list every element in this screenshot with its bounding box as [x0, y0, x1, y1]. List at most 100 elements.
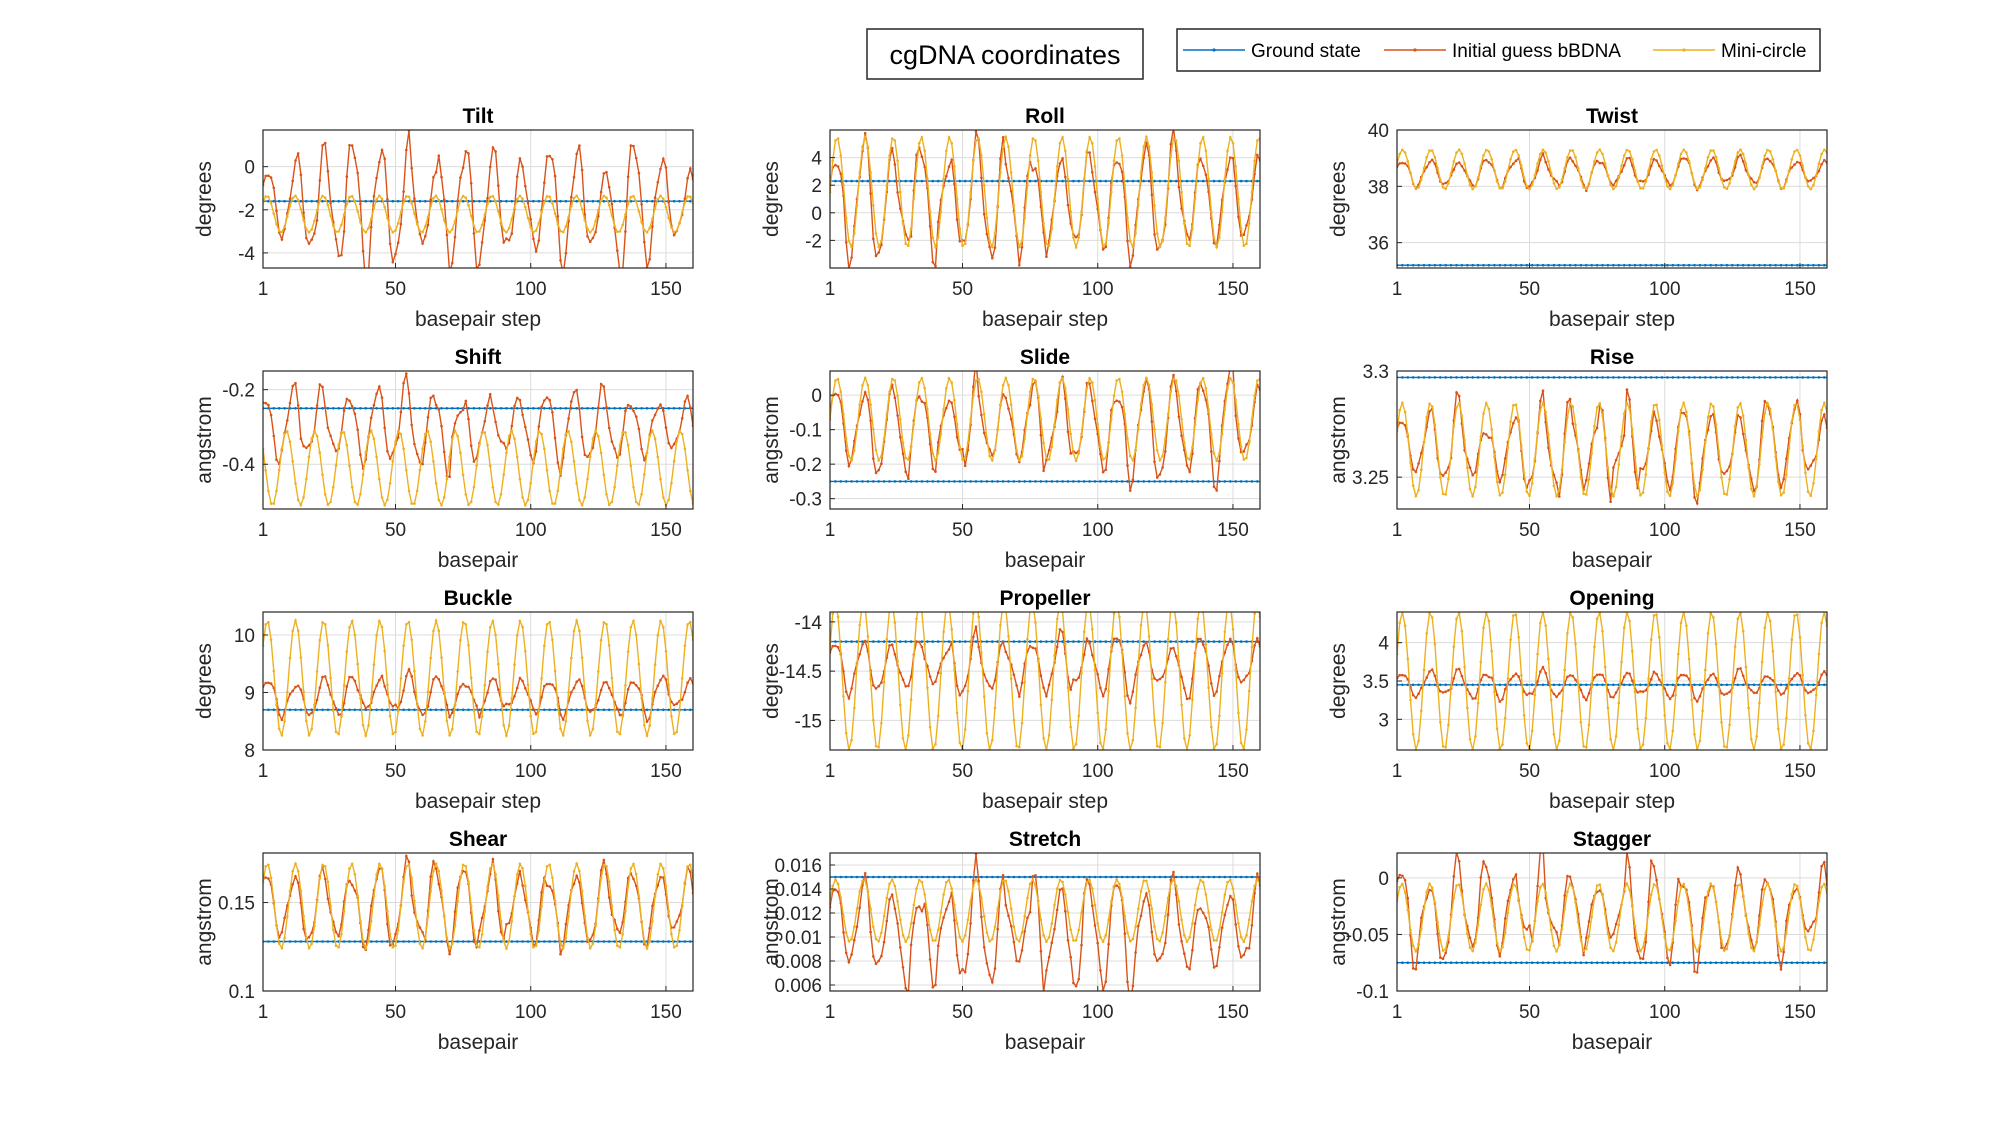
data-point [1245, 674, 1248, 678]
data-point [907, 244, 910, 247]
data-point [931, 875, 935, 879]
data-point [1126, 875, 1129, 879]
data-point [1018, 745, 1021, 749]
data-point [942, 177, 945, 181]
data-point [1093, 480, 1097, 483]
data-point [855, 875, 859, 879]
data-point [353, 407, 357, 410]
data-point [1658, 435, 1661, 438]
data-point [1741, 414, 1745, 418]
data-point [361, 724, 365, 727]
data-point [399, 410, 403, 414]
data-point [1536, 652, 1539, 656]
data-point [1150, 171, 1154, 174]
data-point [923, 387, 926, 390]
data-point [1476, 263, 1480, 267]
data-point [556, 215, 560, 218]
data-point [1522, 471, 1526, 475]
data-point [1628, 376, 1631, 379]
data-point [904, 470, 907, 474]
data-point [1677, 877, 1680, 881]
data-point [1196, 480, 1200, 483]
data-point [507, 703, 511, 706]
data-point [526, 407, 530, 410]
data-point [890, 146, 894, 150]
data-point [1555, 187, 1558, 191]
data-point [1455, 151, 1458, 154]
data-point [1099, 969, 1102, 972]
data-point [451, 727, 454, 731]
data-point [1666, 490, 1669, 494]
data-point [1714, 423, 1718, 426]
data-point [1530, 183, 1534, 187]
data-point [429, 204, 433, 208]
data-point [329, 500, 332, 504]
data-point [310, 942, 314, 946]
data-point [429, 656, 433, 660]
data-point [375, 392, 378, 396]
data-point [1668, 184, 1672, 187]
data-point [1091, 171, 1094, 174]
data-point [1193, 654, 1197, 657]
data-point [321, 199, 324, 203]
data-point [586, 407, 589, 410]
data-point [1806, 691, 1810, 695]
data-point [437, 678, 441, 681]
data-point [586, 477, 589, 481]
data-point [597, 899, 600, 903]
data-point [662, 409, 665, 413]
data-point [296, 404, 300, 407]
data-point [561, 447, 565, 450]
data-point [1779, 683, 1783, 687]
data-point [283, 199, 286, 203]
data-point [936, 671, 940, 674]
data-point [1698, 263, 1702, 267]
data-point [1552, 484, 1556, 488]
data-point [1158, 957, 1162, 960]
data-point [515, 198, 519, 201]
data-point [1522, 690, 1526, 693]
data-point [1809, 179, 1813, 182]
data-point [602, 385, 606, 388]
data-point [934, 680, 937, 683]
data-point [934, 939, 937, 942]
data-point [963, 242, 967, 245]
data-point [1512, 878, 1515, 881]
data-point [548, 682, 551, 686]
data-point [632, 409, 635, 413]
data-point [1503, 473, 1507, 476]
data-point [936, 944, 940, 948]
data-point [1170, 608, 1173, 611]
data-point [467, 940, 470, 943]
data-point [497, 909, 500, 913]
data-point [1210, 928, 1213, 932]
data-point [291, 179, 295, 183]
data-point [836, 882, 840, 886]
data-point [1671, 961, 1675, 964]
data-point [618, 732, 622, 736]
data-point [1595, 406, 1599, 409]
data-point [1641, 491, 1645, 494]
data-point [1001, 879, 1005, 883]
data-point [1226, 168, 1229, 171]
data-point [1026, 916, 1029, 920]
data-point [469, 904, 473, 908]
data-point [315, 434, 319, 438]
data-point [619, 272, 622, 275]
data-point [345, 885, 349, 888]
data-point [1210, 450, 1213, 453]
data-point [1174, 389, 1178, 393]
data-point [686, 865, 689, 868]
data-point [602, 708, 606, 712]
data-point [553, 212, 557, 215]
data-point [893, 875, 897, 879]
data-point [1118, 377, 1121, 381]
data-point [1207, 875, 1210, 879]
data-point [1482, 673, 1485, 677]
data-point [993, 246, 997, 249]
data-point [1614, 185, 1618, 188]
data-point [321, 385, 324, 389]
data-point [858, 623, 861, 627]
data-point [1658, 154, 1661, 157]
